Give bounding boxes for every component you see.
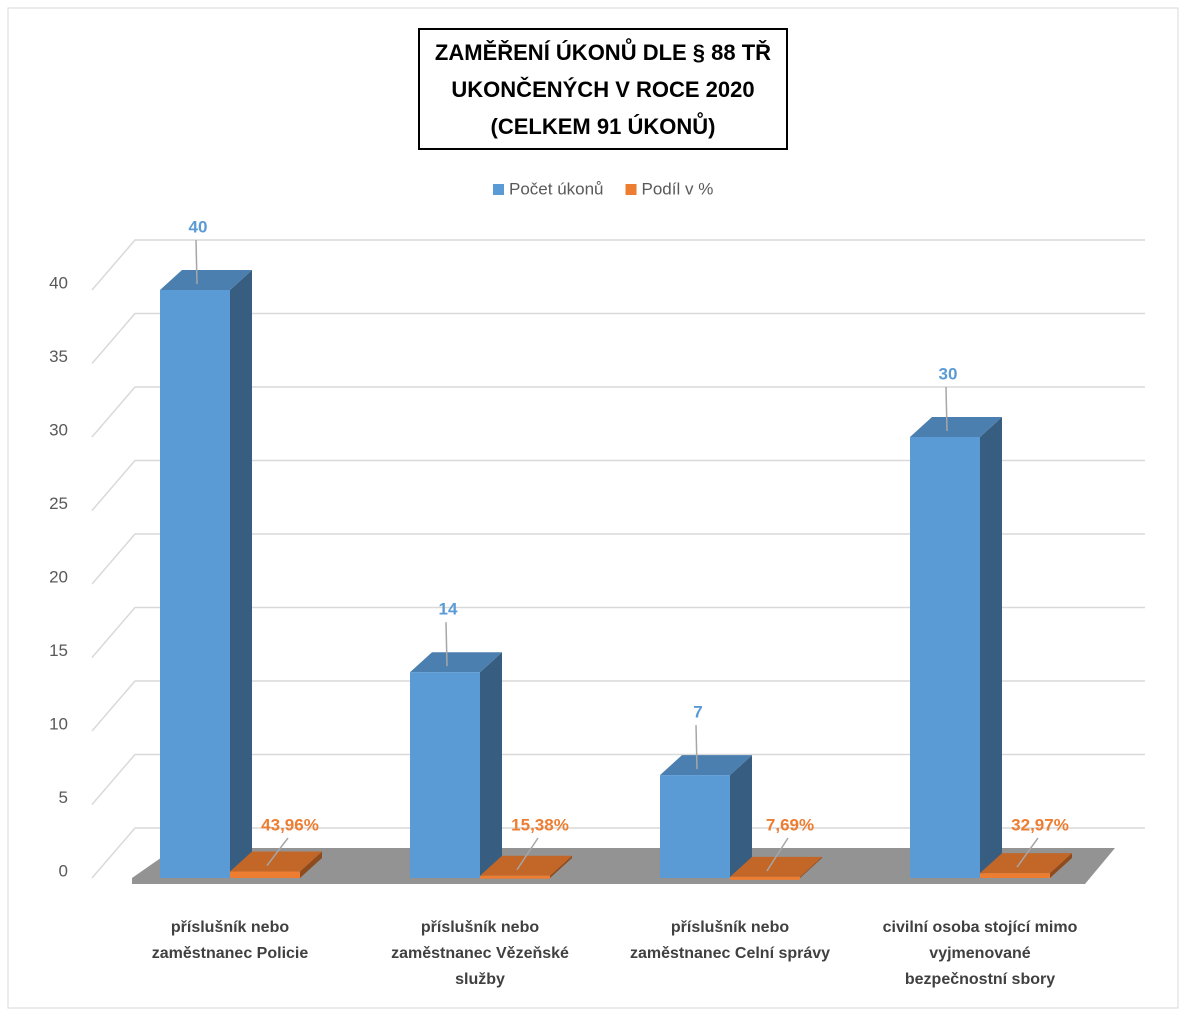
data-label: 32,97% — [1011, 815, 1069, 834]
bar-side — [800, 856, 822, 878]
grid-line — [91, 312, 1145, 364]
bar-front — [980, 873, 1050, 878]
x-tick-label: příslušník nebo zaměstnanec Policie — [151, 919, 309, 962]
bar-front — [480, 875, 550, 879]
y-tick-label: 0 — [59, 861, 68, 880]
bar-top — [230, 851, 322, 872]
bar — [410, 652, 502, 878]
y-tick-label: 10 — [49, 714, 68, 733]
grid-line — [91, 827, 1145, 879]
bar-top — [730, 856, 822, 877]
y-tick-label: 30 — [49, 420, 68, 439]
y-tick-label: 5 — [59, 788, 68, 807]
data-label: 7,69% — [766, 815, 814, 834]
bar-side — [480, 652, 502, 878]
bar-front — [730, 876, 800, 880]
leader-line — [445, 622, 448, 667]
legend-swatch — [625, 184, 637, 195]
bar-front — [660, 775, 730, 878]
leader-line — [266, 837, 289, 866]
legend-label: Počet úkonů — [509, 179, 604, 198]
y-tick-label: 35 — [49, 347, 68, 366]
legend-label: Podíl v % — [642, 179, 714, 198]
bar-top — [980, 853, 1072, 874]
bar-top — [660, 755, 752, 776]
bar-front — [910, 437, 980, 878]
bar — [480, 855, 572, 879]
grid-line — [91, 459, 1145, 511]
leader-line — [945, 386, 948, 432]
bar — [160, 270, 252, 878]
bar-top — [160, 270, 252, 290]
floor — [132, 848, 1115, 884]
bar-top — [480, 855, 572, 876]
data-label: 30 — [939, 364, 958, 383]
bar-side — [980, 417, 1002, 878]
bar-side — [230, 270, 252, 878]
legend-swatch — [493, 184, 504, 195]
y-tick-label: 15 — [49, 641, 68, 660]
leader-line — [195, 239, 198, 285]
bar-side — [1050, 853, 1072, 878]
x-tick-label: příslušník nebo zaměstnanec Celní správy — [629, 919, 831, 962]
y-tick-label: 40 — [49, 273, 68, 292]
bar-front — [230, 871, 300, 878]
data-label: 40 — [189, 217, 208, 236]
bar-front — [160, 290, 230, 878]
bar — [980, 853, 1072, 878]
leader-line — [516, 837, 539, 871]
bar — [910, 417, 1002, 878]
chart-title: ZAMĚŘENÍ ÚKONŮ DLE § 88 TŘ UKONČENÝCH V … — [418, 28, 788, 150]
bar-top — [910, 417, 1002, 437]
bar-front — [410, 672, 480, 878]
bar-top — [410, 652, 502, 673]
leader-line — [766, 837, 789, 872]
bar-side — [730, 755, 752, 878]
bar — [230, 851, 322, 878]
data-label: 15,38% — [511, 815, 569, 834]
grid-line — [91, 606, 1145, 658]
bar-side — [300, 851, 322, 878]
grid-line — [91, 680, 1145, 732]
x-tick-label: příslušník nebo zaměstnanec Vězeňské slu… — [391, 919, 569, 988]
chart-border — [7, 7, 1179, 1009]
bar-side — [550, 855, 572, 878]
x-tick-label: civilní osoba stojící mimo vyjmenované b… — [882, 919, 1078, 988]
leader-line — [695, 725, 698, 770]
bar — [730, 856, 822, 880]
grid-line — [91, 753, 1145, 805]
data-label: 14 — [439, 600, 458, 619]
grid-line — [91, 239, 1145, 291]
bar — [660, 755, 752, 878]
grid-line — [91, 533, 1145, 585]
y-tick-label: 20 — [49, 567, 68, 586]
data-label: 43,96% — [261, 815, 319, 834]
leader-line — [1016, 837, 1039, 868]
grid-line — [91, 386, 1145, 438]
y-tick-label: 25 — [49, 494, 68, 513]
data-label: 7 — [693, 703, 702, 722]
